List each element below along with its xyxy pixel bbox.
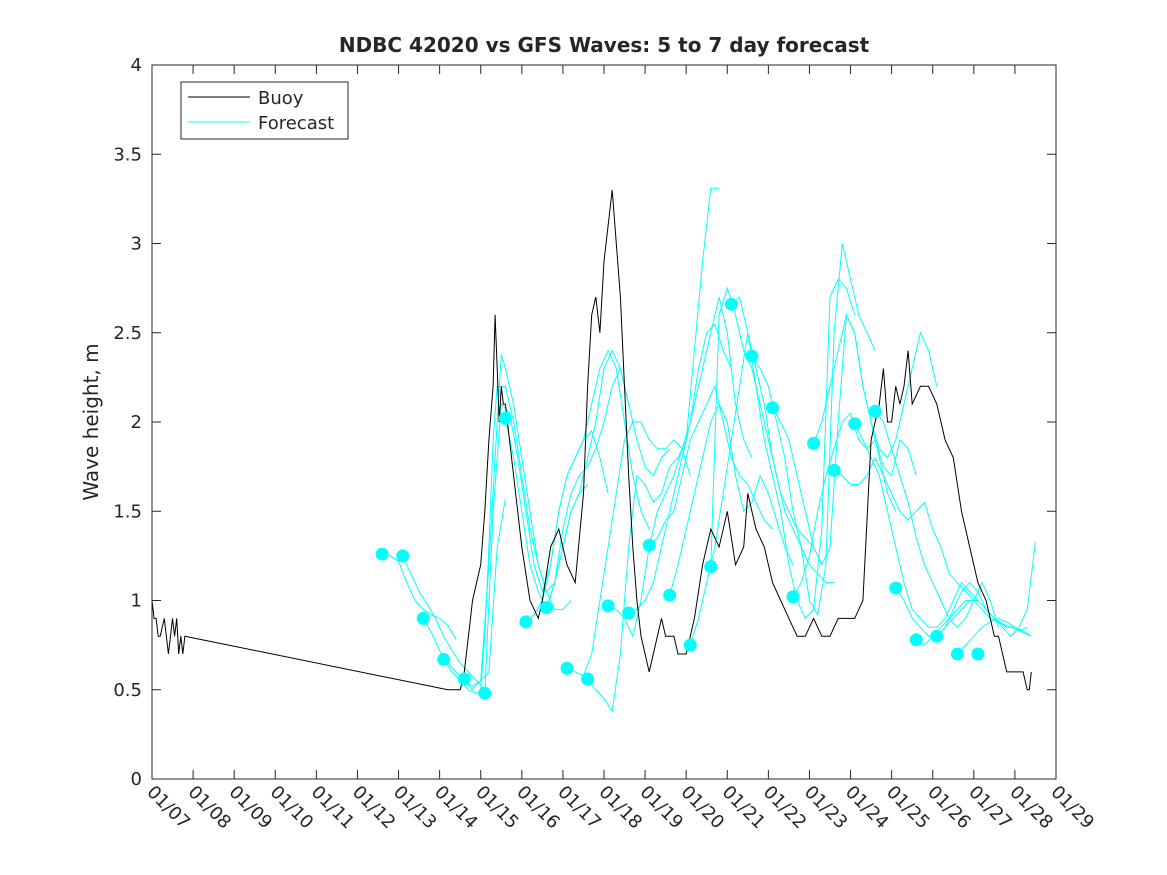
y-tick-label: 1	[131, 591, 142, 612]
forecast-marker	[540, 601, 553, 615]
forecast-marker	[416, 611, 430, 625]
y-tick-label: 0	[131, 769, 142, 790]
forecast-run-line	[669, 402, 794, 596]
forecast-marker	[663, 588, 677, 602]
forecast-run-line	[957, 617, 1032, 655]
legend: Buoy Forecast	[180, 81, 349, 140]
forecast-marker	[478, 686, 492, 700]
forecast-run-line	[402, 555, 486, 691]
forecast-marker	[683, 638, 697, 652]
buoy-line	[151, 189, 1032, 691]
forecast-marker	[642, 538, 656, 552]
legend-box	[180, 81, 349, 140]
forecast-run-line	[504, 366, 630, 611]
forecast-marker	[950, 647, 964, 661]
series-layer	[151, 187, 1036, 713]
forecast-run-line	[854, 423, 979, 628]
y-tick-label: 4	[131, 55, 142, 76]
forecast-run-line	[607, 322, 732, 638]
forecast-marker	[971, 647, 985, 661]
forecast-marker	[457, 672, 471, 686]
forecast-run-line	[484, 402, 609, 694]
y-axis-label: Wave height, m	[79, 343, 103, 500]
forecast-marker	[437, 652, 451, 666]
y-tick-label: 2.5	[113, 323, 142, 344]
forecast-run-line	[587, 187, 720, 713]
forecast-marker	[581, 672, 595, 686]
y-tick-label: 1.5	[113, 501, 142, 522]
forecast-run-line	[628, 296, 753, 614]
forecast-marker	[704, 560, 718, 574]
forecast-marker	[827, 463, 841, 477]
y-tick-label: 3.5	[113, 144, 142, 165]
forecast-marker	[519, 615, 533, 629]
forecast-run-line	[895, 541, 1036, 637]
forecast-marker	[560, 661, 574, 675]
forecast-marker	[498, 411, 512, 425]
y-tick-label: 3	[131, 234, 142, 255]
forecast-marker	[396, 549, 410, 563]
forecast-run-line	[936, 600, 1028, 637]
forecast-marker	[745, 349, 759, 363]
forecast-marker	[807, 436, 821, 450]
forecast-run-line	[833, 456, 975, 601]
forecast-marker	[724, 297, 738, 311]
forecast-marker	[868, 404, 882, 418]
chart-title: NDBC 42020 vs GFS Waves: 5 to 7 day fore…	[339, 33, 870, 57]
forecast-run-line	[525, 349, 650, 623]
y-tick-label: 2	[131, 412, 142, 433]
forecast-run-line	[381, 553, 457, 641]
forecast-marker	[848, 417, 862, 431]
forecast-run-line	[546, 349, 671, 608]
forecast-marker	[909, 633, 923, 647]
forecast-run-line	[566, 421, 691, 677]
legend-label-buoy: Buoy	[258, 88, 304, 109]
forecast-marker	[766, 401, 779, 415]
forecast-marker	[786, 590, 800, 604]
forecast-marker	[622, 606, 636, 620]
forecast-run-line	[813, 313, 938, 459]
forecast-run-line	[648, 384, 773, 546]
forecast-marker	[930, 629, 944, 643]
forecast-marker	[375, 547, 389, 561]
legend-label-forecast: Forecast	[258, 113, 334, 134]
forecast-marker	[601, 599, 615, 613]
forecast-marker	[889, 581, 903, 595]
y-tick-label: 0.5	[113, 680, 142, 701]
